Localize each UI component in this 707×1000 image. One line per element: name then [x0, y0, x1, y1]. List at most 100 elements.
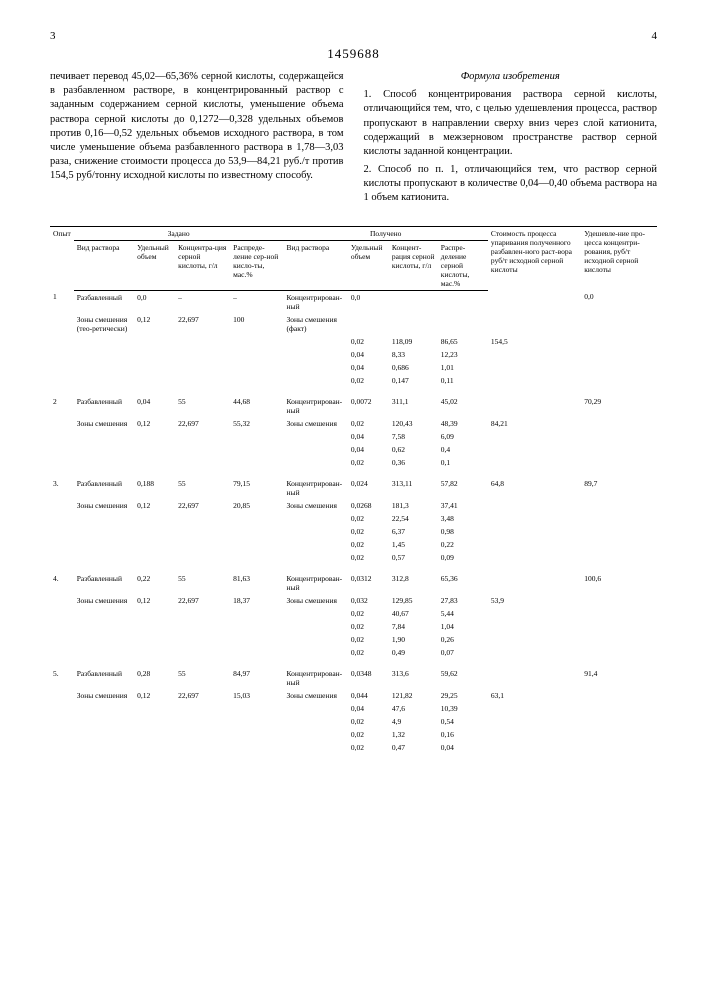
table-row: 0,027,841,04: [50, 620, 657, 633]
table-cell: [134, 538, 175, 551]
table-cell: [134, 335, 175, 348]
table-cell: Зоны смешения: [284, 499, 348, 512]
table-cell: 22,54: [389, 512, 438, 525]
table-cell: 55: [175, 469, 230, 499]
table-cell: [230, 361, 283, 374]
table-cell: [581, 499, 657, 512]
table-cell: 0,04: [348, 702, 389, 715]
table-cell: 0,54: [438, 715, 488, 728]
table-cell: [74, 646, 134, 659]
table-cell: [488, 456, 581, 469]
claim-2: 2. Способ по п. 1, отличающийся тем, что…: [364, 163, 658, 206]
table-cell: [175, 430, 230, 443]
table-cell: [581, 335, 657, 348]
table-cell: [50, 620, 74, 633]
table-cell: 57,82: [438, 469, 488, 499]
th-opyt: Опыт: [50, 226, 74, 290]
table-cell: 0,09: [438, 551, 488, 564]
table-cell: [175, 335, 230, 348]
table-cell: [50, 741, 74, 754]
table-cell: 154,5: [488, 335, 581, 348]
table-cell: [50, 689, 74, 702]
table-cell: [175, 456, 230, 469]
table-cell: 0,26: [438, 633, 488, 646]
table-cell: 0,044: [348, 689, 389, 702]
table-cell: 0,28: [134, 659, 175, 689]
table-cell: [74, 374, 134, 387]
table-cell: 55: [175, 659, 230, 689]
table-row: 3.Разбавленный0,1885579,15Концентрирован…: [50, 469, 657, 499]
table-cell: 22,697: [175, 313, 230, 335]
table-cell: 20,85: [230, 499, 283, 512]
table-cell: 0,04: [348, 361, 389, 374]
table-cell: 0,0312: [348, 564, 389, 594]
table-cell: [284, 361, 348, 374]
table-cell: [74, 443, 134, 456]
table-cell: 84,97: [230, 659, 283, 689]
table-cell: [581, 594, 657, 607]
table-cell: 120,43: [389, 417, 438, 430]
table-cell: 0,22: [438, 538, 488, 551]
table-cell: [230, 551, 283, 564]
table-cell: 1: [50, 290, 74, 313]
table-cell: 6,37: [389, 525, 438, 538]
table-cell: [488, 659, 581, 689]
table-cell: 4.: [50, 564, 74, 594]
table-row: 1Разбавленный0,0––Концентрирован-ный0,00…: [50, 290, 657, 313]
table-cell: 312,8: [389, 564, 438, 594]
page-num-left: 3: [50, 30, 56, 42]
table-cell: [488, 387, 581, 417]
table-cell: 44,68: [230, 387, 283, 417]
table-cell: [175, 374, 230, 387]
table-cell: [134, 620, 175, 633]
table-cell: [134, 715, 175, 728]
table-cell: [50, 417, 74, 430]
table-cell: [581, 417, 657, 430]
table-cell: 0,22: [134, 564, 175, 594]
table-cell: 18,37: [230, 594, 283, 607]
table-cell: [230, 702, 283, 715]
table-cell: [581, 689, 657, 702]
table-cell: [50, 361, 74, 374]
table-cell: [488, 499, 581, 512]
table-cell: [230, 715, 283, 728]
table-cell: [488, 646, 581, 659]
table-cell: 22,697: [175, 417, 230, 430]
table-row: 0,040,620,4: [50, 443, 657, 456]
table-cell: [581, 525, 657, 538]
table-cell: 0,0: [134, 290, 175, 313]
table-cell: Зоны смешения: [284, 689, 348, 702]
table-cell: 0,0: [348, 290, 389, 313]
table-cell: 0,02: [348, 607, 389, 620]
table-cell: [50, 728, 74, 741]
table-cell: [284, 512, 348, 525]
th-zadano: Задано: [74, 226, 284, 240]
table-cell: [581, 348, 657, 361]
table-cell: 0,0348: [348, 659, 389, 689]
table-cell: 6,09: [438, 430, 488, 443]
table-row: Зоны смешения0,1222,69718,37Зоны смешени…: [50, 594, 657, 607]
table-cell: 1,01: [438, 361, 488, 374]
table-cell: [175, 551, 230, 564]
table-cell: 55: [175, 564, 230, 594]
table-cell: [389, 313, 438, 335]
table-cell: 70,29: [581, 387, 657, 417]
table-row: 0,021,320,16: [50, 728, 657, 741]
table-cell: [488, 512, 581, 525]
table-cell: 0,04: [438, 741, 488, 754]
table-row: 0,020,470,04: [50, 741, 657, 754]
table-cell: 37,41: [438, 499, 488, 512]
table-cell: 0,02: [348, 538, 389, 551]
table-cell: [230, 728, 283, 741]
th-konc1: Концентра-ция серной кислоты, г/л: [175, 240, 230, 290]
table-cell: 5,44: [438, 607, 488, 620]
table-cell: [230, 374, 283, 387]
table-cell: [74, 551, 134, 564]
table-cell: 0,02: [348, 374, 389, 387]
table-cell: 0,11: [438, 374, 488, 387]
table-cell: 22,697: [175, 594, 230, 607]
table-cell: [134, 525, 175, 538]
table-row: 4.Разбавленный0,225581,63Концентрирован-…: [50, 564, 657, 594]
table-cell: [74, 741, 134, 754]
table-cell: [134, 348, 175, 361]
